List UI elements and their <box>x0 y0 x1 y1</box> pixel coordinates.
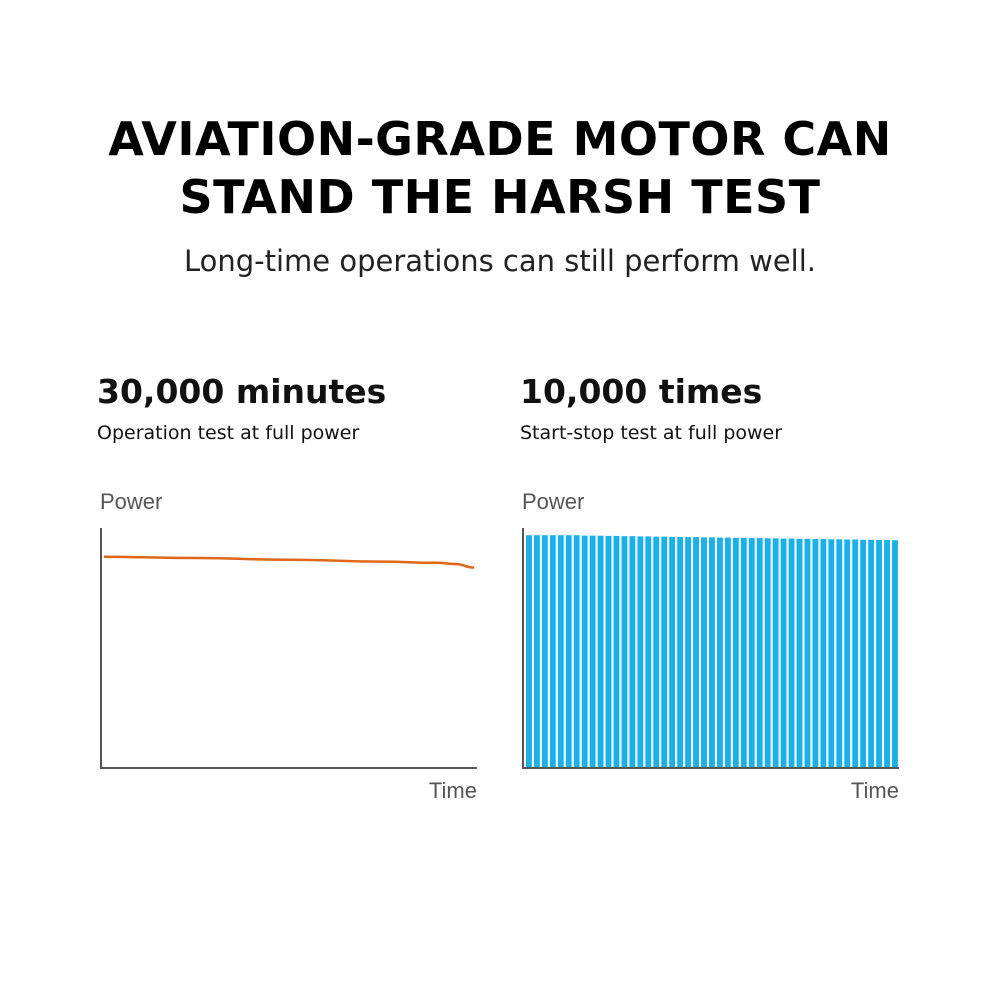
bar-30 <box>764 538 771 768</box>
bar-1 <box>533 535 540 768</box>
bar-31 <box>772 538 779 768</box>
bar-26 <box>732 537 739 768</box>
line-series-0 <box>103 555 475 569</box>
start-stop-bar-chart: Power Time <box>522 489 899 803</box>
bar-17 <box>661 536 668 768</box>
x-axis-label: Time <box>851 778 899 803</box>
bar-12 <box>621 536 628 768</box>
subheadline: Long-time operations can still perform w… <box>183 244 817 278</box>
right-panel-subtitle: Start-stop test at full power <box>520 422 783 444</box>
bar-34 <box>796 538 803 768</box>
bar-44 <box>876 540 883 768</box>
bar-5 <box>565 535 572 768</box>
bar-4 <box>557 535 564 768</box>
headline: AVIATION-GRADE MOTOR CAN STAND THE HARSH… <box>0 110 1000 226</box>
bar-40 <box>844 539 851 768</box>
left-panel-title: 30,000 minutes <box>97 372 387 411</box>
bar-10 <box>605 535 612 768</box>
bar-32 <box>780 538 787 768</box>
headline-line-1: AVIATION-GRADE MOTOR CAN <box>108 112 892 166</box>
bar-46 <box>892 540 898 768</box>
bar-33 <box>788 538 795 768</box>
bar-42 <box>860 539 867 768</box>
bar-0 <box>526 535 532 768</box>
line-series <box>103 555 475 569</box>
y-axis-label: Power <box>522 489 584 514</box>
bar-20 <box>685 537 692 768</box>
bar-41 <box>852 539 859 768</box>
left-panel-subtitle: Operation test at full power <box>97 422 360 444</box>
bar-9 <box>597 535 604 768</box>
bar-3 <box>549 535 556 768</box>
bar-18 <box>669 536 676 768</box>
bar-38 <box>828 539 835 768</box>
bar-29 <box>756 538 763 768</box>
bar-27 <box>740 537 747 768</box>
bar-45 <box>884 540 890 768</box>
bar-16 <box>653 536 660 768</box>
headline-line-2: STAND THE HARSH TEST <box>179 170 821 224</box>
bar-25 <box>724 537 731 768</box>
bar-28 <box>748 538 755 768</box>
bar-13 <box>629 536 636 768</box>
bar-21 <box>693 537 699 768</box>
bar-11 <box>613 535 620 768</box>
bar-series <box>526 535 898 768</box>
bar-37 <box>820 539 827 768</box>
y-axis-label: Power <box>100 489 162 514</box>
bar-22 <box>701 537 707 768</box>
bar-24 <box>716 537 723 768</box>
x-axis-label: Time <box>429 778 477 803</box>
bar-2 <box>541 535 548 768</box>
power-over-time-line-chart: Power Time <box>100 489 477 803</box>
bar-8 <box>589 535 596 768</box>
bar-19 <box>677 536 684 768</box>
bar-43 <box>868 539 875 768</box>
right-panel-title: 10,000 times <box>520 372 763 411</box>
bar-23 <box>709 537 715 768</box>
bar-7 <box>581 535 588 768</box>
bar-35 <box>804 538 811 768</box>
bar-14 <box>637 536 644 768</box>
bar-36 <box>812 539 819 768</box>
bar-6 <box>573 535 580 768</box>
bar-15 <box>645 536 652 768</box>
bar-39 <box>836 539 843 768</box>
